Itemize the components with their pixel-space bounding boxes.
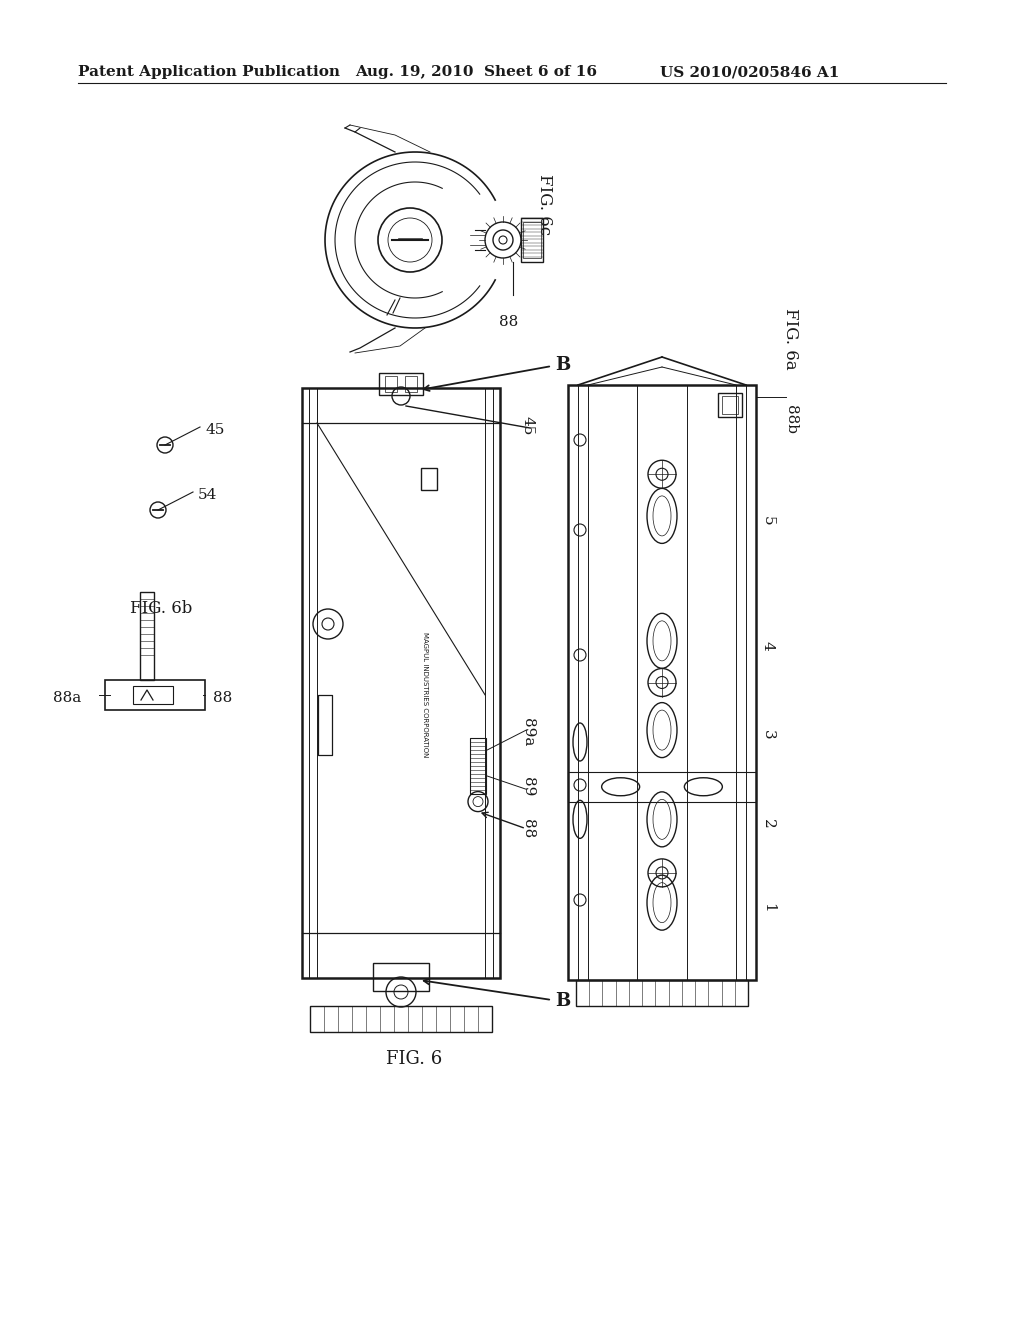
Bar <box>379 374 423 395</box>
Bar <box>722 396 738 414</box>
Bar <box>140 591 154 680</box>
Text: 88a: 88a <box>53 690 81 705</box>
Bar <box>421 469 437 490</box>
Bar <box>523 222 541 257</box>
Bar <box>133 686 173 704</box>
Text: 2: 2 <box>761 820 775 829</box>
Bar <box>568 772 756 801</box>
Text: 88: 88 <box>213 690 232 705</box>
Text: MAGPUL INDUSTRIES CORPORATION: MAGPUL INDUSTRIES CORPORATION <box>422 632 428 758</box>
Text: 5: 5 <box>761 516 775 525</box>
Text: 88: 88 <box>521 818 535 838</box>
Bar <box>470 738 486 793</box>
Text: Patent Application Publication: Patent Application Publication <box>78 65 340 79</box>
Text: 1: 1 <box>761 903 775 912</box>
Text: US 2010/0205846 A1: US 2010/0205846 A1 <box>660 65 840 79</box>
Text: 89: 89 <box>521 777 535 797</box>
Bar <box>302 388 500 978</box>
Text: B: B <box>555 356 570 374</box>
Text: Aug. 19, 2010  Sheet 6 of 16: Aug. 19, 2010 Sheet 6 of 16 <box>355 65 597 79</box>
Text: FIG. 6a: FIG. 6a <box>782 309 800 370</box>
Bar <box>310 1006 492 1032</box>
Text: 88: 88 <box>499 315 518 329</box>
Bar <box>318 694 332 755</box>
Bar <box>105 680 205 710</box>
Text: B: B <box>555 993 570 1010</box>
Bar <box>718 393 742 417</box>
Bar <box>575 979 748 1006</box>
Text: 89a: 89a <box>521 718 535 747</box>
Bar <box>385 376 397 392</box>
Text: 45: 45 <box>521 416 535 436</box>
Bar <box>521 218 543 261</box>
Text: 54: 54 <box>198 488 217 502</box>
Text: 88b: 88b <box>784 405 798 434</box>
Bar <box>373 964 429 991</box>
Text: 4: 4 <box>761 642 775 651</box>
Text: 3: 3 <box>761 730 775 741</box>
Bar <box>568 385 756 979</box>
Text: 45: 45 <box>205 422 224 437</box>
Text: FIG. 6b: FIG. 6b <box>130 601 193 616</box>
Text: FIG. 6c: FIG. 6c <box>537 174 554 235</box>
Text: FIG. 6: FIG. 6 <box>386 1049 442 1068</box>
Bar <box>406 376 417 392</box>
